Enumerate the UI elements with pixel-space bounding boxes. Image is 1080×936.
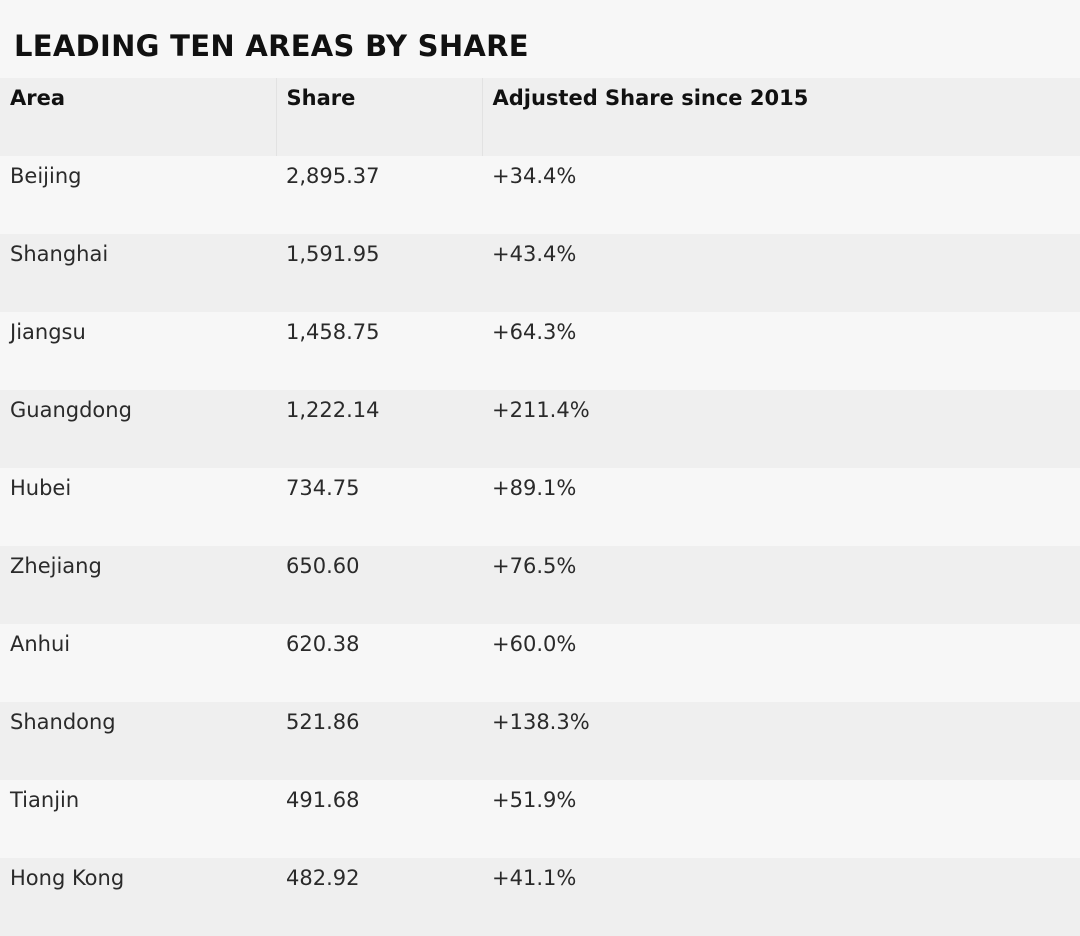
table-row: Shandong 521.86 +138.3% bbox=[0, 702, 1080, 780]
cell-area: Zhejiang bbox=[0, 546, 276, 624]
cell-adjusted-share: +60.0% bbox=[482, 624, 1080, 702]
cell-share: 620.38 bbox=[276, 624, 482, 702]
cell-area: Hubei bbox=[0, 468, 276, 546]
areas-table: Area Share Adjusted Share since 2015 Bei… bbox=[0, 78, 1080, 936]
cell-area: Anhui bbox=[0, 624, 276, 702]
table-header-row: Area Share Adjusted Share since 2015 bbox=[0, 78, 1080, 156]
cell-share: 1,591.95 bbox=[276, 234, 482, 312]
cell-share: 1,458.75 bbox=[276, 312, 482, 390]
table-row: Hubei 734.75 +89.1% bbox=[0, 468, 1080, 546]
table-row: Hong Kong 482.92 +41.1% bbox=[0, 858, 1080, 936]
column-header-adjusted-share: Adjusted Share since 2015 bbox=[482, 78, 1080, 156]
table-row: Jiangsu 1,458.75 +64.3% bbox=[0, 312, 1080, 390]
cell-share: 650.60 bbox=[276, 546, 482, 624]
cell-area: Guangdong bbox=[0, 390, 276, 468]
cell-share: 521.86 bbox=[276, 702, 482, 780]
cell-share: 482.92 bbox=[276, 858, 482, 936]
table-row: Zhejiang 650.60 +76.5% bbox=[0, 546, 1080, 624]
cell-adjusted-share: +138.3% bbox=[482, 702, 1080, 780]
cell-adjusted-share: +211.4% bbox=[482, 390, 1080, 468]
table-row: Shanghai 1,591.95 +43.4% bbox=[0, 234, 1080, 312]
cell-adjusted-share: +34.4% bbox=[482, 156, 1080, 234]
cell-area: Shandong bbox=[0, 702, 276, 780]
cell-adjusted-share: +51.9% bbox=[482, 780, 1080, 858]
cell-adjusted-share: +76.5% bbox=[482, 546, 1080, 624]
cell-adjusted-share: +43.4% bbox=[482, 234, 1080, 312]
table-row: Beijing 2,895.37 +34.4% bbox=[0, 156, 1080, 234]
cell-share: 1,222.14 bbox=[276, 390, 482, 468]
cell-share: 734.75 bbox=[276, 468, 482, 546]
table-row: Guangdong 1,222.14 +211.4% bbox=[0, 390, 1080, 468]
cell-adjusted-share: +64.3% bbox=[482, 312, 1080, 390]
cell-area: Jiangsu bbox=[0, 312, 276, 390]
cell-adjusted-share: +41.1% bbox=[482, 858, 1080, 936]
cell-area: Hong Kong bbox=[0, 858, 276, 936]
cell-adjusted-share: +89.1% bbox=[482, 468, 1080, 546]
cell-area: Tianjin bbox=[0, 780, 276, 858]
cell-area: Beijing bbox=[0, 156, 276, 234]
page-title: LEADING TEN AREAS BY SHARE bbox=[14, 29, 529, 63]
cell-area: Shanghai bbox=[0, 234, 276, 312]
column-header-area: Area bbox=[0, 78, 277, 156]
cell-share: 491.68 bbox=[276, 780, 482, 858]
column-header-share: Share bbox=[276, 78, 483, 156]
table-row: Tianjin 491.68 +51.9% bbox=[0, 780, 1080, 858]
table-row: Anhui 620.38 +60.0% bbox=[0, 624, 1080, 702]
cell-share: 2,895.37 bbox=[276, 156, 482, 234]
